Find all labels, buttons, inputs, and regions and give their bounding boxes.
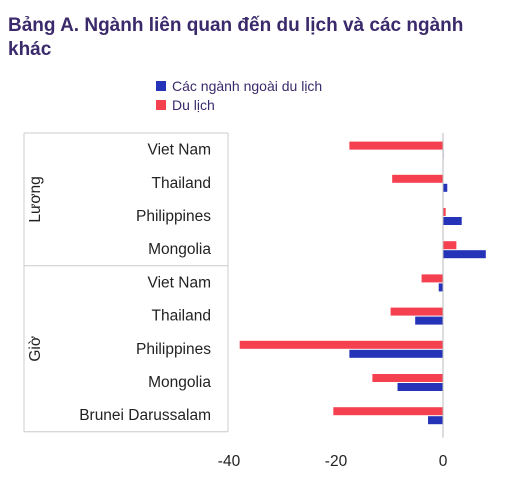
category-label: Mongolia xyxy=(148,374,211,391)
bar-tourism xyxy=(390,307,443,316)
legend: Các ngành ngoài du lịch Du lịch xyxy=(156,76,322,114)
bar-tourism xyxy=(333,407,443,416)
bar-non-tourism xyxy=(443,250,486,259)
chart-title: Bảng A. Ngành liên quan đến du lịch và c… xyxy=(8,15,464,60)
bar-non-tourism xyxy=(428,416,443,425)
group-label: Lương xyxy=(27,176,44,222)
category-label: Viet Nam xyxy=(148,274,211,291)
bar-non-tourism xyxy=(349,349,443,358)
bar-tourism xyxy=(372,374,443,382)
category-label: Thailand xyxy=(152,308,211,325)
bar-tourism xyxy=(392,174,443,183)
x-tick-label: -20 xyxy=(325,453,348,470)
group-label: Giờ xyxy=(27,336,44,362)
category-label: Viet Nam xyxy=(148,142,211,159)
bar-non-tourism xyxy=(438,283,443,292)
legend-item-tourism: Du lịch xyxy=(156,95,322,114)
legend-label-non-tourism: Các ngành ngoài du lịch xyxy=(172,77,323,94)
bar-tourism xyxy=(349,141,443,150)
bar-non-tourism xyxy=(443,183,448,192)
x-tick-label: -40 xyxy=(218,453,241,470)
category-label: Brunei Darussalam xyxy=(79,407,211,424)
bar-tourism xyxy=(421,274,443,283)
bar-tourism xyxy=(239,340,443,349)
bar-tourism xyxy=(443,208,446,216)
legend-item-non-tourism: Các ngành ngoài du lịch xyxy=(156,76,322,95)
bar-non-tourism xyxy=(443,217,462,225)
category-label: Philippines xyxy=(136,341,211,358)
legend-swatch-non-tourism xyxy=(156,80,166,91)
bar-non-tourism xyxy=(415,316,443,325)
legend-swatch-tourism xyxy=(156,99,166,110)
bar-tourism xyxy=(443,241,457,250)
category-label: Thailand xyxy=(152,175,211,192)
category-label: Philippines xyxy=(136,208,211,225)
legend-label-tourism: Du lịch xyxy=(172,96,215,113)
x-tick-label: 0 xyxy=(439,453,448,470)
bar-non-tourism xyxy=(397,383,443,391)
category-label: Mongolia xyxy=(148,241,211,258)
